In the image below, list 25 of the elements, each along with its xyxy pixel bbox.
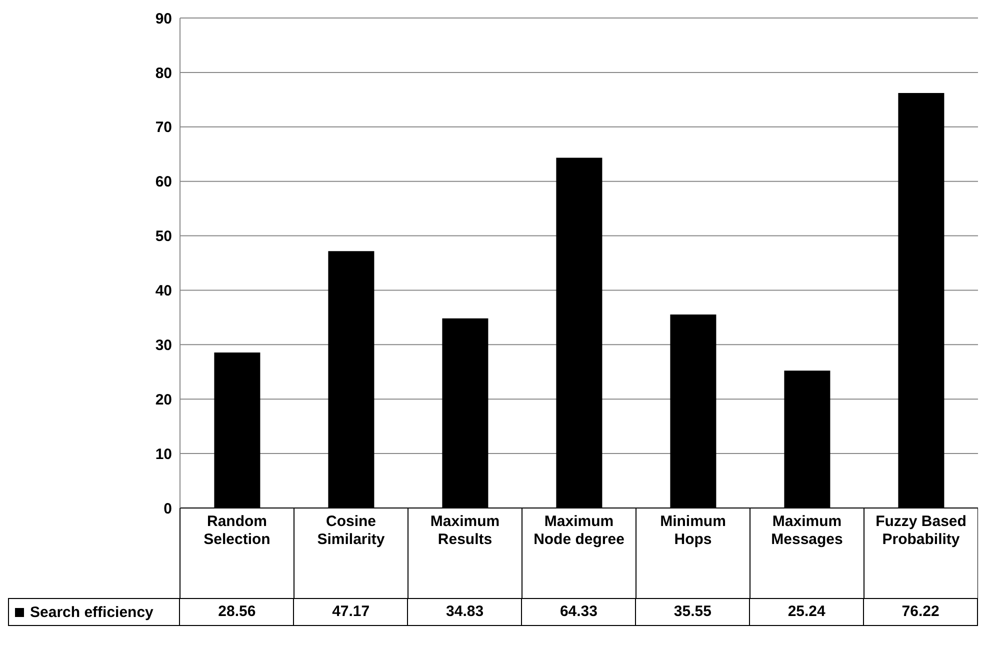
data-label: 28.56 [179,599,294,625]
y-tick-label: 30 [155,336,172,354]
data-label: 25.24 [749,599,864,625]
y-tick-label: 60 [155,174,172,191]
data-label: 34.83 [407,599,522,625]
x-tick-label: Maximum Messages [771,513,843,548]
y-tick-label: 80 [155,64,172,82]
y-tick-label: 70 [155,119,172,136]
x-tick-label: Minimum Hops [660,513,726,548]
x-tick-label: Maximum Node degree [534,513,624,548]
legend-label: Search efficiency [30,604,154,620]
x-tick-label: Fuzzy Based Probability [876,513,966,548]
data-label: 76.22 [863,599,978,625]
y-tick-label: 40 [155,282,172,300]
y-tick-label: 50 [155,228,172,246]
y-tick-label: 0 [164,500,172,518]
x-tick-label: Cosine Similarity [317,513,386,548]
y-tick-label: 90 [155,10,172,28]
y-tick-label: 20 [155,391,172,408]
data-label: 64.33 [521,599,636,625]
data-label: 47.17 [293,599,408,625]
x-tick-label: Maximum Results [430,513,500,548]
y-tick-label: 10 [155,446,172,463]
data-label: 35.55 [635,599,750,625]
x-tick-label: Random Selection [204,513,270,548]
